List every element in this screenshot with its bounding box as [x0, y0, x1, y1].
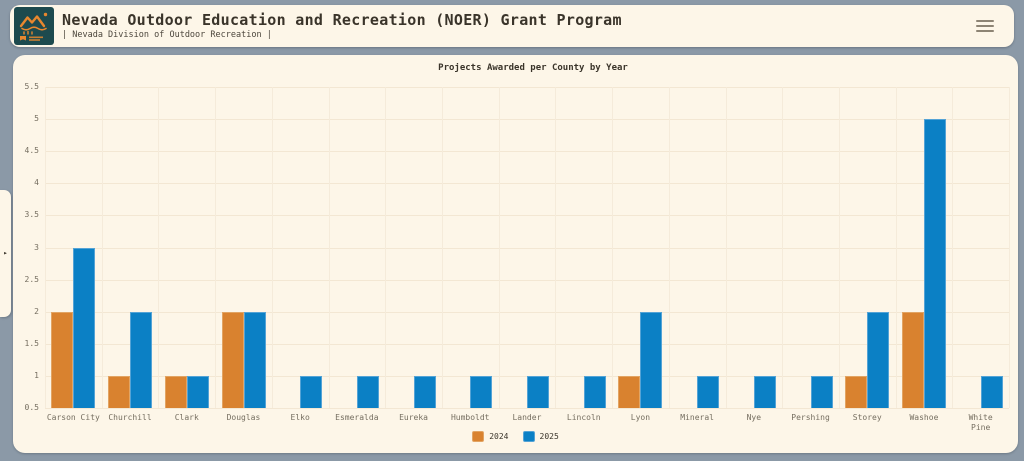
legend-label: 2024 — [489, 432, 509, 441]
gridline-vertical — [441, 87, 443, 408]
bar-2024-carson-city[interactable] — [51, 311, 74, 408]
x-axis-label: Nye — [746, 413, 762, 422]
page-subtitle: | Nevada Division of Outdoor Recreation … — [62, 30, 272, 41]
y-axis-tick-label: 5 — [34, 114, 39, 124]
bar-2025-lander[interactable] — [527, 375, 549, 408]
gridline-vertical — [952, 87, 954, 408]
bar-2025-clark[interactable] — [186, 375, 209, 408]
app-header: Nevada Outdoor Education and Recreation … — [10, 5, 1014, 47]
page-title: Nevada Outdoor Education and Recreation … — [62, 10, 622, 29]
gridline-horizontal — [45, 183, 1009, 185]
gridline-vertical — [101, 87, 103, 408]
x-axis-label: Washoe — [909, 413, 939, 422]
y-axis-tick-label: 1.5 — [24, 338, 39, 348]
chevron-right-icon: ▸ — [3, 249, 8, 257]
gridline-vertical — [725, 87, 727, 408]
x-axis-label: Lyon — [630, 413, 651, 422]
y-axis-tick-label: 2.5 — [24, 274, 39, 284]
gridline-vertical — [668, 87, 670, 408]
y-axis-tick-label: 3 — [34, 242, 39, 252]
chart-title: Projects Awarded per County by Year — [438, 63, 628, 73]
bar-chart-plot-area: 0.5 1 1.5 2 2.5 3 3.5 4 4.5 5 5.5 Carson City Church… — [25, 83, 1010, 432]
x-axis-label: Lincoln — [566, 413, 601, 422]
legend-label: 2025 — [539, 432, 559, 441]
gridline-vertical — [895, 87, 897, 408]
x-axis-label: Storey — [852, 413, 882, 422]
x-axis-label: Churchill — [108, 413, 152, 422]
bar-2024-lyon[interactable] — [618, 375, 641, 408]
gridline-horizontal — [45, 279, 1009, 281]
legend-item-2025[interactable]: 2025 — [522, 431, 559, 442]
gridline-vertical — [612, 87, 614, 408]
gridline-vertical — [1009, 87, 1010, 408]
bar-2025-esmeralda[interactable] — [356, 375, 379, 408]
legend-item-2024[interactable]: 2024 — [472, 431, 509, 442]
bar-2025-nye[interactable] — [753, 375, 776, 408]
bar-2025-elko[interactable] — [300, 375, 323, 408]
bar-2025-washoe[interactable] — [923, 119, 946, 408]
bar-2025-carson-city[interactable] — [73, 247, 96, 408]
legend-swatch — [472, 431, 485, 442]
gridline-horizontal — [45, 87, 1009, 88]
gridline-horizontal — [45, 408, 1009, 409]
gridline-horizontal — [45, 311, 1009, 313]
bar-2025-storey[interactable] — [867, 311, 890, 408]
bar-2025-pershing[interactable] — [810, 375, 833, 408]
x-axis-label: Carson City — [46, 413, 100, 422]
nevada-outdoor-recreation-logo — [14, 7, 54, 45]
gridline-vertical — [215, 87, 217, 408]
x-axis-label: Elko — [290, 413, 310, 422]
bar-2025-white-pine[interactable] — [980, 375, 1003, 408]
header-titles: Nevada Outdoor Education and Recreation … — [62, 12, 1014, 41]
gridline-horizontal — [45, 119, 1009, 121]
bar-2025-lincoln[interactable] — [583, 375, 606, 408]
hamburger-menu-icon[interactable] — [972, 16, 998, 36]
y-axis-tick-label: 4.5 — [24, 146, 39, 156]
bar-2024-washoe[interactable] — [901, 311, 924, 408]
gridline-horizontal — [45, 343, 1009, 345]
y-axis-tick-label: 2 — [34, 306, 39, 316]
x-axis-label: Humboldt — [450, 413, 490, 422]
gridline-vertical — [271, 87, 273, 408]
bar-2024-churchill[interactable] — [108, 375, 131, 408]
bar-2024-clark[interactable] — [164, 375, 187, 408]
x-axis-label: Mineral — [680, 413, 714, 422]
y-axis-tick-label: 4 — [34, 178, 39, 188]
chart-card: Projects Awarded per County by Year 0.5 1… — [13, 55, 1018, 453]
bar-2025-churchill[interactable] — [130, 311, 153, 408]
x-axis-label: Clark — [174, 413, 199, 422]
chart-legend: 2024 2025 — [13, 431, 1018, 442]
x-axis-label: Eureka — [399, 413, 428, 422]
gridline-vertical — [498, 87, 500, 408]
gridline-horizontal — [45, 247, 1009, 249]
bar-2025-humboldt[interactable] — [470, 375, 493, 408]
gridline-vertical — [782, 87, 784, 408]
bar-2025-mineral[interactable] — [697, 375, 720, 408]
bar-2024-douglas[interactable] — [221, 311, 244, 408]
y-axis-tick-label: 5.5 — [24, 82, 39, 91]
bar-2024-storey[interactable] — [845, 375, 868, 408]
gridline-vertical — [45, 87, 46, 408]
legend-swatch — [522, 431, 535, 442]
x-axis-label: Lander — [512, 413, 542, 422]
x-axis-label: Pershing — [791, 413, 830, 422]
gridline-vertical — [385, 87, 387, 408]
sidebar-expand-handle[interactable]: ▸ — [0, 190, 11, 317]
y-axis-tick-label: 1 — [34, 370, 39, 380]
gridline-vertical — [555, 87, 557, 408]
gridline-vertical — [158, 87, 160, 408]
y-axis-tick-label: 3.5 — [24, 210, 39, 220]
x-axis-label: Douglas — [226, 413, 261, 422]
gridline-vertical — [838, 87, 840, 408]
y-axis-tick-label: 0.5 — [24, 403, 39, 412]
bar-2025-douglas[interactable] — [243, 311, 266, 408]
x-axis-label: Esmeralda — [335, 413, 379, 422]
bar-2025-lyon[interactable] — [640, 311, 663, 408]
x-axis-label: White Pine — [968, 413, 993, 432]
gridline-horizontal — [45, 215, 1009, 217]
gridline-vertical — [328, 87, 330, 408]
gridline-horizontal — [45, 151, 1009, 153]
bar-2025-eureka[interactable] — [413, 375, 436, 408]
